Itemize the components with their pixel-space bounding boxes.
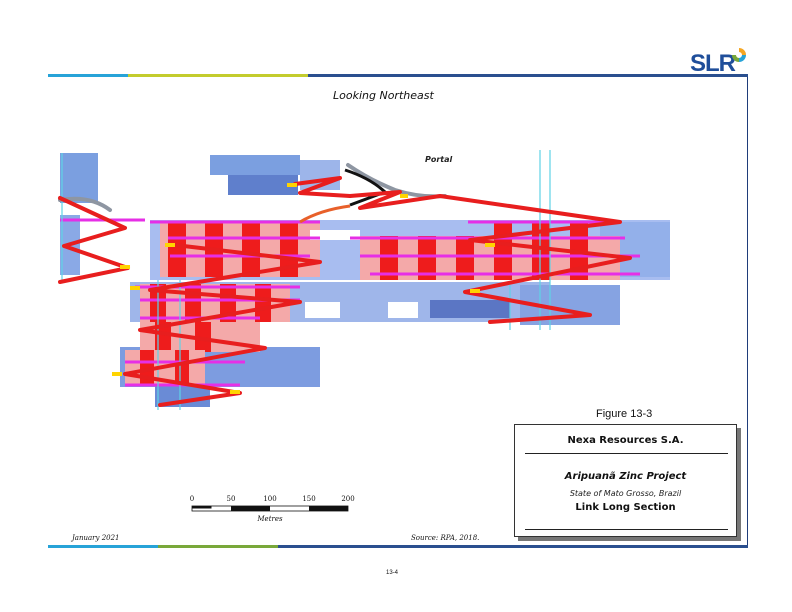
scale-bar-graphic <box>191 505 349 512</box>
ramp <box>58 176 632 407</box>
header-stripe <box>48 74 748 77</box>
vertical-raises <box>61 150 551 410</box>
figure-frame <box>48 77 748 545</box>
figure-source: Source: RPA, 2018. <box>411 534 480 542</box>
stope-blocks-red <box>125 222 620 385</box>
project-location: State of Mato Grosso, Brazil <box>569 489 682 498</box>
scale-bar: 0 50 100 150 200 Metres <box>190 495 360 525</box>
scale-tick-label: 0 <box>189 495 195 503</box>
title-divider <box>525 453 728 454</box>
view-direction-label: Looking Northeast <box>333 89 434 102</box>
level-drifts <box>60 218 640 387</box>
title-block: Nexa Resources S.A. Aripuanã Zinc Projec… <box>514 424 737 537</box>
company-name: Nexa Resources S.A. <box>567 435 684 446</box>
scale-tick-label: 100 <box>263 495 277 503</box>
scale-tick-label: 200 <box>341 495 355 503</box>
figure-title: Link Long Section <box>575 502 676 513</box>
scale-units: Metres <box>257 515 283 523</box>
portal-label: Portal <box>425 155 453 164</box>
project-name: Aripuanã Zinc Project <box>564 471 687 482</box>
title-divider-bottom <box>525 529 728 530</box>
level-markers <box>112 183 495 394</box>
slr-logo-mark-icon <box>732 48 746 62</box>
scale-tick-label: 150 <box>302 495 316 503</box>
scale-tick-label: 50 <box>226 495 236 503</box>
footer-stripe <box>48 545 748 548</box>
page-number: 13-4 <box>386 570 399 576</box>
slr-logo: SLR <box>690 50 736 77</box>
figure-date: January 2021 <box>72 534 120 542</box>
figure-number: Figure 13-3 <box>596 408 653 420</box>
